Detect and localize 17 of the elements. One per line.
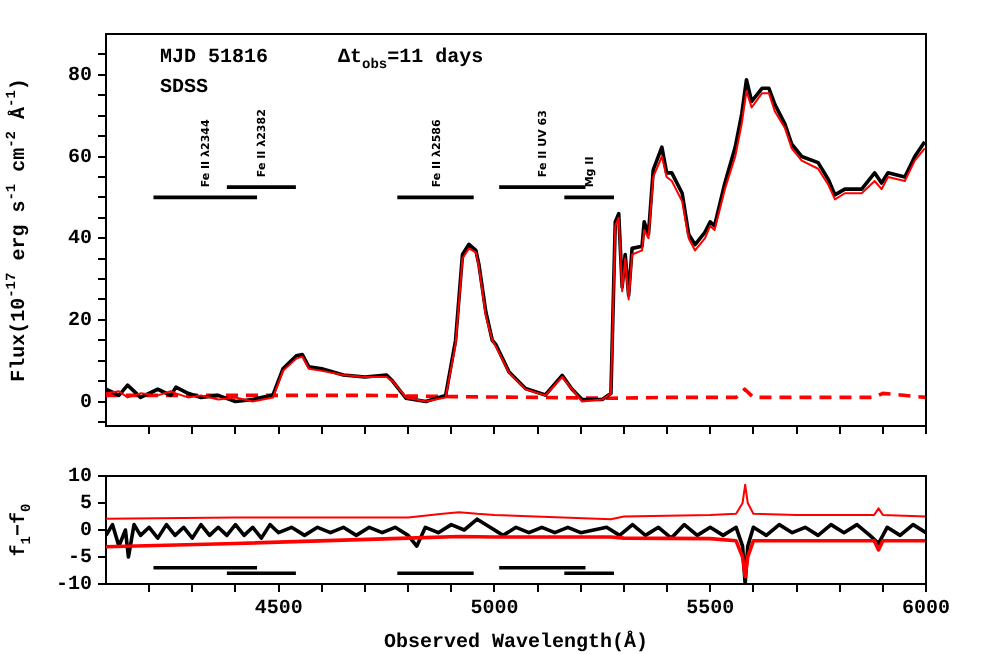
x-tick-label: 5000 [470,599,519,622]
x-tick-label: 4500 [254,599,303,622]
annotation: SDSS [160,78,209,100]
y-tick-label: 80 [67,65,92,88]
y-tick-label: 20 [67,310,92,333]
y-tick-label: 0 [79,521,92,544]
annotation: MJD 51816 [160,48,269,70]
y-tick-label: 60 [67,147,92,170]
x-axis-title: Observed Wavelength(Å) [383,629,649,654]
y-tick-label: 5 [79,494,92,517]
y-tick-label: 0 [79,392,92,415]
y-tick-label: -10 [55,575,92,598]
x-tick-label: 5500 [686,599,735,622]
x-tick-label: 6000 [901,599,951,622]
y-tick-label: -5 [67,548,92,571]
y-tick-label: 40 [67,229,92,252]
y-tick-label: 10 [67,467,92,490]
